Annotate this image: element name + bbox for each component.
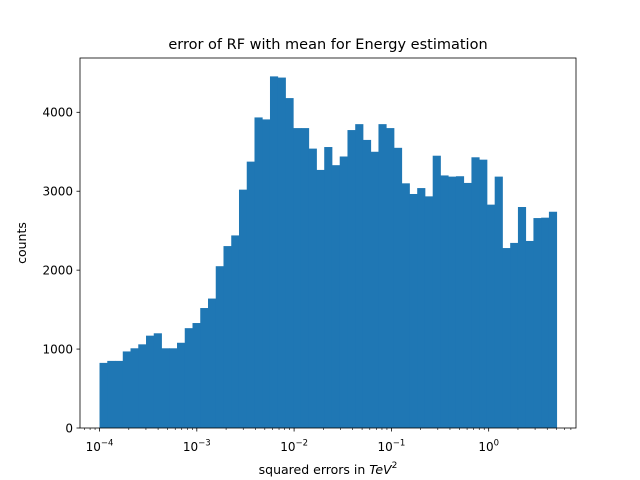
y-axis-label: counts	[14, 222, 29, 264]
y-tick-label: 0	[65, 421, 73, 435]
histogram-bar	[463, 182, 472, 428]
histogram-bar	[494, 176, 503, 428]
histogram-bar	[146, 335, 155, 428]
y-tick-label: 4000	[42, 106, 73, 120]
histogram-bar	[293, 128, 302, 428]
histogram-bar	[246, 161, 255, 428]
histogram-bar	[347, 130, 356, 428]
histogram-bar	[331, 165, 341, 428]
histogram-bar	[455, 176, 465, 428]
x-axis-label-exponent: 2	[392, 461, 398, 471]
histogram-bar	[308, 148, 317, 429]
histogram-bar	[510, 242, 519, 428]
histogram-bar	[184, 328, 193, 428]
histogram-bar	[409, 193, 418, 428]
y-tick-label: 2000	[42, 263, 73, 277]
histogram-bar	[471, 157, 480, 429]
x-tick-label: 10−3	[183, 439, 211, 455]
histogram-bar	[231, 235, 240, 428]
histogram-bar	[525, 240, 534, 428]
histogram-bar	[339, 156, 348, 428]
axes-frame	[79, 57, 577, 429]
histogram-bar	[122, 351, 131, 428]
histogram-bar	[262, 119, 271, 429]
histogram-bar	[417, 188, 426, 428]
histogram-bar	[200, 308, 209, 428]
histogram-bar	[107, 360, 116, 428]
histogram-bar	[277, 77, 286, 428]
histogram-bar	[130, 348, 139, 428]
x-tick-label: 10−1	[377, 439, 405, 455]
histogram-bar	[254, 117, 263, 429]
histogram-bar	[440, 175, 449, 428]
histogram-bar	[192, 323, 201, 428]
histogram-bar	[362, 139, 372, 429]
x-minor-ticks	[84, 428, 572, 430]
histogram-bar	[138, 344, 147, 428]
histogram-bar	[517, 207, 527, 428]
histogram-bar	[479, 159, 488, 428]
histogram-bar	[386, 128, 395, 428]
histogram-bar	[355, 124, 364, 428]
histogram-bar	[238, 189, 248, 428]
histogram-bar	[316, 169, 325, 429]
histogram-bar	[370, 151, 379, 428]
histogram-bar	[161, 348, 170, 428]
x-axis-ticks: 10−4 10−3 10−2 10−1 100	[86, 428, 499, 454]
histogram-bar	[115, 360, 124, 428]
histogram-bar	[208, 298, 217, 428]
histogram-bar	[424, 196, 434, 428]
x-axis-label-unit: TeV	[369, 462, 393, 477]
histogram-bar	[502, 248, 511, 428]
histogram-bar	[177, 342, 186, 428]
histogram-bars	[99, 76, 558, 429]
chart-title: error of RF with mean for Energy estimat…	[168, 37, 487, 53]
histogram-bar	[401, 183, 410, 428]
histogram-bar	[324, 147, 333, 428]
histogram-bar	[99, 362, 108, 428]
histogram-bar	[541, 217, 550, 428]
x-axis-label-text: squared errors in	[259, 462, 366, 477]
histogram-bar	[153, 333, 162, 428]
y-tick-label: 1000	[42, 342, 73, 356]
histogram-bar	[169, 348, 178, 428]
histogram-bar	[378, 124, 387, 428]
histogram-bar	[486, 204, 496, 428]
x-axis-label: squared errors in TeV2	[259, 461, 398, 477]
histogram-bar	[269, 76, 279, 428]
histogram-bar	[223, 246, 232, 428]
histogram-bar	[300, 128, 310, 428]
histogram-bar	[533, 218, 542, 428]
histogram-bar	[548, 211, 558, 428]
x-tick-label: 100	[478, 439, 499, 455]
histogram-bar	[393, 147, 403, 428]
y-axis-ticks: 0 1000 2000 3000 4000	[42, 106, 80, 435]
y-tick-label: 3000	[42, 185, 73, 199]
histogram-bar	[215, 266, 224, 428]
histogram-bar	[432, 155, 441, 428]
x-tick-label: 10−2	[280, 439, 308, 455]
histogram-bar	[285, 98, 294, 428]
x-tick-label: 10−4	[86, 439, 114, 455]
histogram-bar	[448, 176, 457, 428]
